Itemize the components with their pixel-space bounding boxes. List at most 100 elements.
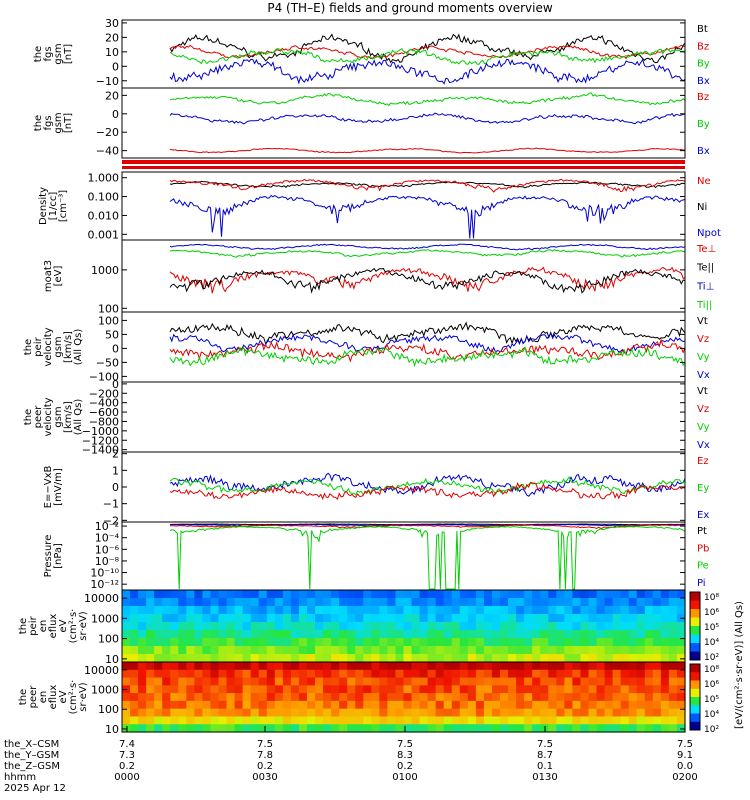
legend-entry: Vt xyxy=(697,316,708,327)
time-axis-value: 0.2 xyxy=(257,761,273,772)
heatmap-cell xyxy=(234,614,244,623)
heatmap-cell xyxy=(411,724,421,733)
heatmap-cell xyxy=(282,662,292,671)
heatmap-cell xyxy=(339,669,348,679)
heatmap-cell xyxy=(258,693,268,702)
heatmap-cell xyxy=(644,598,654,607)
heatmap-cell xyxy=(146,590,155,599)
heatmap-cell xyxy=(564,677,573,686)
heatmap-cell xyxy=(242,598,252,607)
heatmap-cell xyxy=(540,677,549,686)
heatmap-cell xyxy=(290,646,300,655)
heatmap-cell xyxy=(363,669,372,679)
heatmap-cell xyxy=(162,638,171,647)
heatmap-cell xyxy=(258,630,268,639)
heatmap-cell xyxy=(628,614,638,623)
heatmap-cell xyxy=(258,614,268,623)
colorbar-segment xyxy=(690,634,700,644)
heatmap-cell xyxy=(323,654,332,663)
heatmap-cell xyxy=(419,590,429,599)
heatmap-cell xyxy=(411,716,421,725)
heatmap-cell xyxy=(290,693,300,702)
heatmap-cell xyxy=(146,654,155,663)
heatmap-cell xyxy=(548,669,557,679)
heatmap-cell xyxy=(210,638,220,647)
heatmap-cell xyxy=(234,630,244,639)
heatmap-cell xyxy=(556,708,565,718)
colorbar-tick-label: 10⁸ xyxy=(704,665,719,675)
heatmap-cell xyxy=(540,700,549,710)
heatmap-cell xyxy=(194,614,204,623)
heatmap-cell xyxy=(644,669,654,679)
heatmap-cell xyxy=(355,646,364,655)
heatmap-cell xyxy=(419,677,429,686)
legend-entry: Bz xyxy=(697,92,709,103)
heatmap-cell xyxy=(194,638,204,647)
heatmap-cell xyxy=(298,708,308,718)
heatmap-cell xyxy=(668,662,678,671)
heatmap-cell xyxy=(451,669,461,679)
heatmap-cell xyxy=(572,662,582,671)
heatmap-cell xyxy=(411,669,421,679)
heatmap-cell xyxy=(532,606,541,615)
heatmap-cell xyxy=(427,630,437,639)
heatmap-cell xyxy=(508,646,517,655)
heatmap-cell xyxy=(652,693,662,702)
heatmap-cell xyxy=(403,598,413,607)
heatmap-cell xyxy=(122,716,131,725)
heatmap-cell xyxy=(250,693,260,702)
heatmap-cell xyxy=(451,614,461,623)
heatmap-cell xyxy=(202,622,212,631)
heatmap-cell xyxy=(628,685,638,694)
heatmap-cell xyxy=(371,598,380,607)
heatmap-cell xyxy=(186,622,195,631)
heatmap-cell xyxy=(427,622,437,631)
heatmap-cell xyxy=(572,677,582,686)
heatmap-cell xyxy=(628,669,638,679)
legend-entry: Ex xyxy=(697,510,709,521)
heatmap-cell xyxy=(218,716,228,725)
y-axis-label-line: [1/cc] xyxy=(48,192,59,221)
heatmap-cell xyxy=(540,716,549,725)
heatmap-cell xyxy=(250,677,260,686)
heatmap-cell xyxy=(435,724,445,733)
heatmap-cell xyxy=(218,654,228,663)
heatmap-cell xyxy=(347,700,356,710)
heatmap-cell xyxy=(331,646,340,655)
time-axis-value: 7.8 xyxy=(257,750,273,761)
heatmap-cell xyxy=(363,614,372,623)
heatmap-cell xyxy=(636,716,646,725)
heatmap-cell xyxy=(170,630,179,639)
heatmap-cell xyxy=(636,693,646,702)
heatmap-cell xyxy=(475,693,485,702)
heatmap-cell xyxy=(516,708,525,718)
heatmap-cell xyxy=(154,654,163,663)
heatmap-cell xyxy=(138,693,147,702)
heatmap-cell xyxy=(315,646,324,655)
y-axis-label-line: (cm²·s· xyxy=(68,680,79,715)
heatmap-cell xyxy=(435,716,445,725)
heatmap-cell xyxy=(475,724,485,733)
heatmap-cell xyxy=(556,693,565,702)
heatmap-cell xyxy=(516,716,525,725)
heatmap-cell xyxy=(604,590,614,599)
heatmap-cell xyxy=(234,654,244,663)
heatmap-cell xyxy=(427,654,437,663)
heatmap-cell xyxy=(524,685,533,694)
heatmap-cell xyxy=(580,669,590,679)
heatmap-cell xyxy=(467,677,477,686)
heatmap-cell xyxy=(371,606,380,615)
heatmap-cell xyxy=(323,693,332,702)
heatmap-cell xyxy=(668,638,678,647)
heatmap-cell xyxy=(572,708,582,718)
heatmap-cell xyxy=(483,700,493,710)
heatmap-cell xyxy=(532,598,541,607)
heatmap-cell xyxy=(540,590,549,599)
heatmap-cell xyxy=(524,622,533,631)
heatmap-cell xyxy=(379,638,389,647)
heatmap-cell xyxy=(596,662,606,671)
heatmap-cell xyxy=(178,700,187,710)
heatmap-cell xyxy=(668,685,678,694)
heatmap-cell xyxy=(668,622,678,631)
heatmap-cell xyxy=(306,614,316,623)
